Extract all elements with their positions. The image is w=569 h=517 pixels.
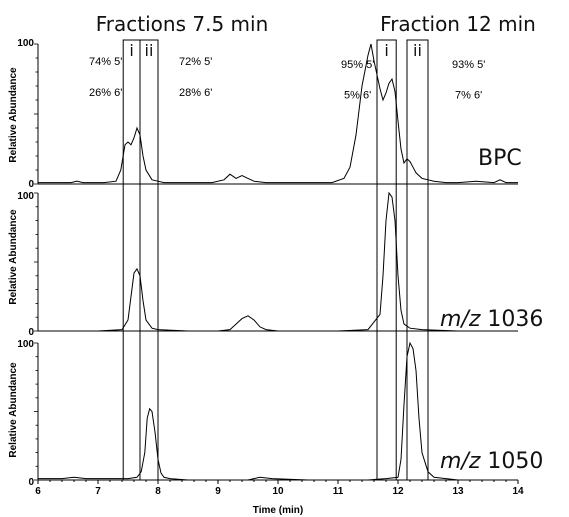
- composition-label: 93% 5': [452, 59, 485, 71]
- fraction-window-label: i: [384, 41, 388, 60]
- y-axis-label: Relative Abundance: [8, 209, 19, 305]
- x-axis-label: Time (min): [253, 505, 303, 516]
- y-axis-label: Relative Abundance: [8, 362, 19, 458]
- composition-label: 28% 6': [179, 87, 212, 99]
- x-tick-label: 7: [95, 486, 101, 497]
- x-tick-label: 9: [215, 486, 221, 497]
- y-tick-label: 0: [28, 179, 34, 190]
- fraction-window: [139, 39, 159, 481]
- series-label: m/z 1036: [440, 307, 543, 332]
- fraction-window-label: i: [129, 41, 133, 60]
- trace-bpc: [38, 43, 518, 184]
- x-tick-label: 6: [35, 486, 41, 497]
- y-tick-label: 0: [28, 327, 34, 338]
- x-tick-label: 10: [272, 486, 284, 497]
- y-tick-label: 100: [17, 339, 34, 350]
- x-tick-label: 8: [155, 486, 161, 497]
- series-label: BPC: [478, 146, 522, 171]
- fraction-window-label: ii: [145, 41, 154, 60]
- x-tick-label: 13: [452, 486, 464, 497]
- header-fraction-12: Fraction 12 min: [380, 12, 536, 36]
- y-axis-label: Relative Abundance: [8, 67, 19, 163]
- fraction-window: [406, 39, 429, 481]
- composition-label: 74% 5': [89, 56, 122, 68]
- header-fractions-7-5: Fractions 7.5 min: [96, 12, 269, 36]
- x-tick-label: 14: [512, 486, 524, 497]
- composition-label: 5% 6': [344, 90, 371, 102]
- composition-label: 95% 5': [341, 59, 374, 71]
- composition-label: 7% 6': [455, 90, 482, 102]
- trace-1036: [38, 191, 518, 332]
- fraction-window: [376, 39, 397, 481]
- composition-label: 26% 6': [89, 87, 122, 99]
- composition-label: 72% 5': [179, 56, 212, 68]
- x-tick-label: 12: [392, 486, 404, 497]
- y-tick-label: 0: [28, 477, 34, 488]
- trace-1050: [38, 341, 518, 481]
- fraction-window: [122, 39, 141, 481]
- series-label: m/z 1050: [440, 449, 543, 474]
- y-tick-label: 100: [17, 191, 34, 202]
- y-tick-label: 100: [17, 38, 34, 49]
- fraction-window-label: ii: [413, 41, 422, 60]
- x-tick-label: 11: [333, 486, 344, 497]
